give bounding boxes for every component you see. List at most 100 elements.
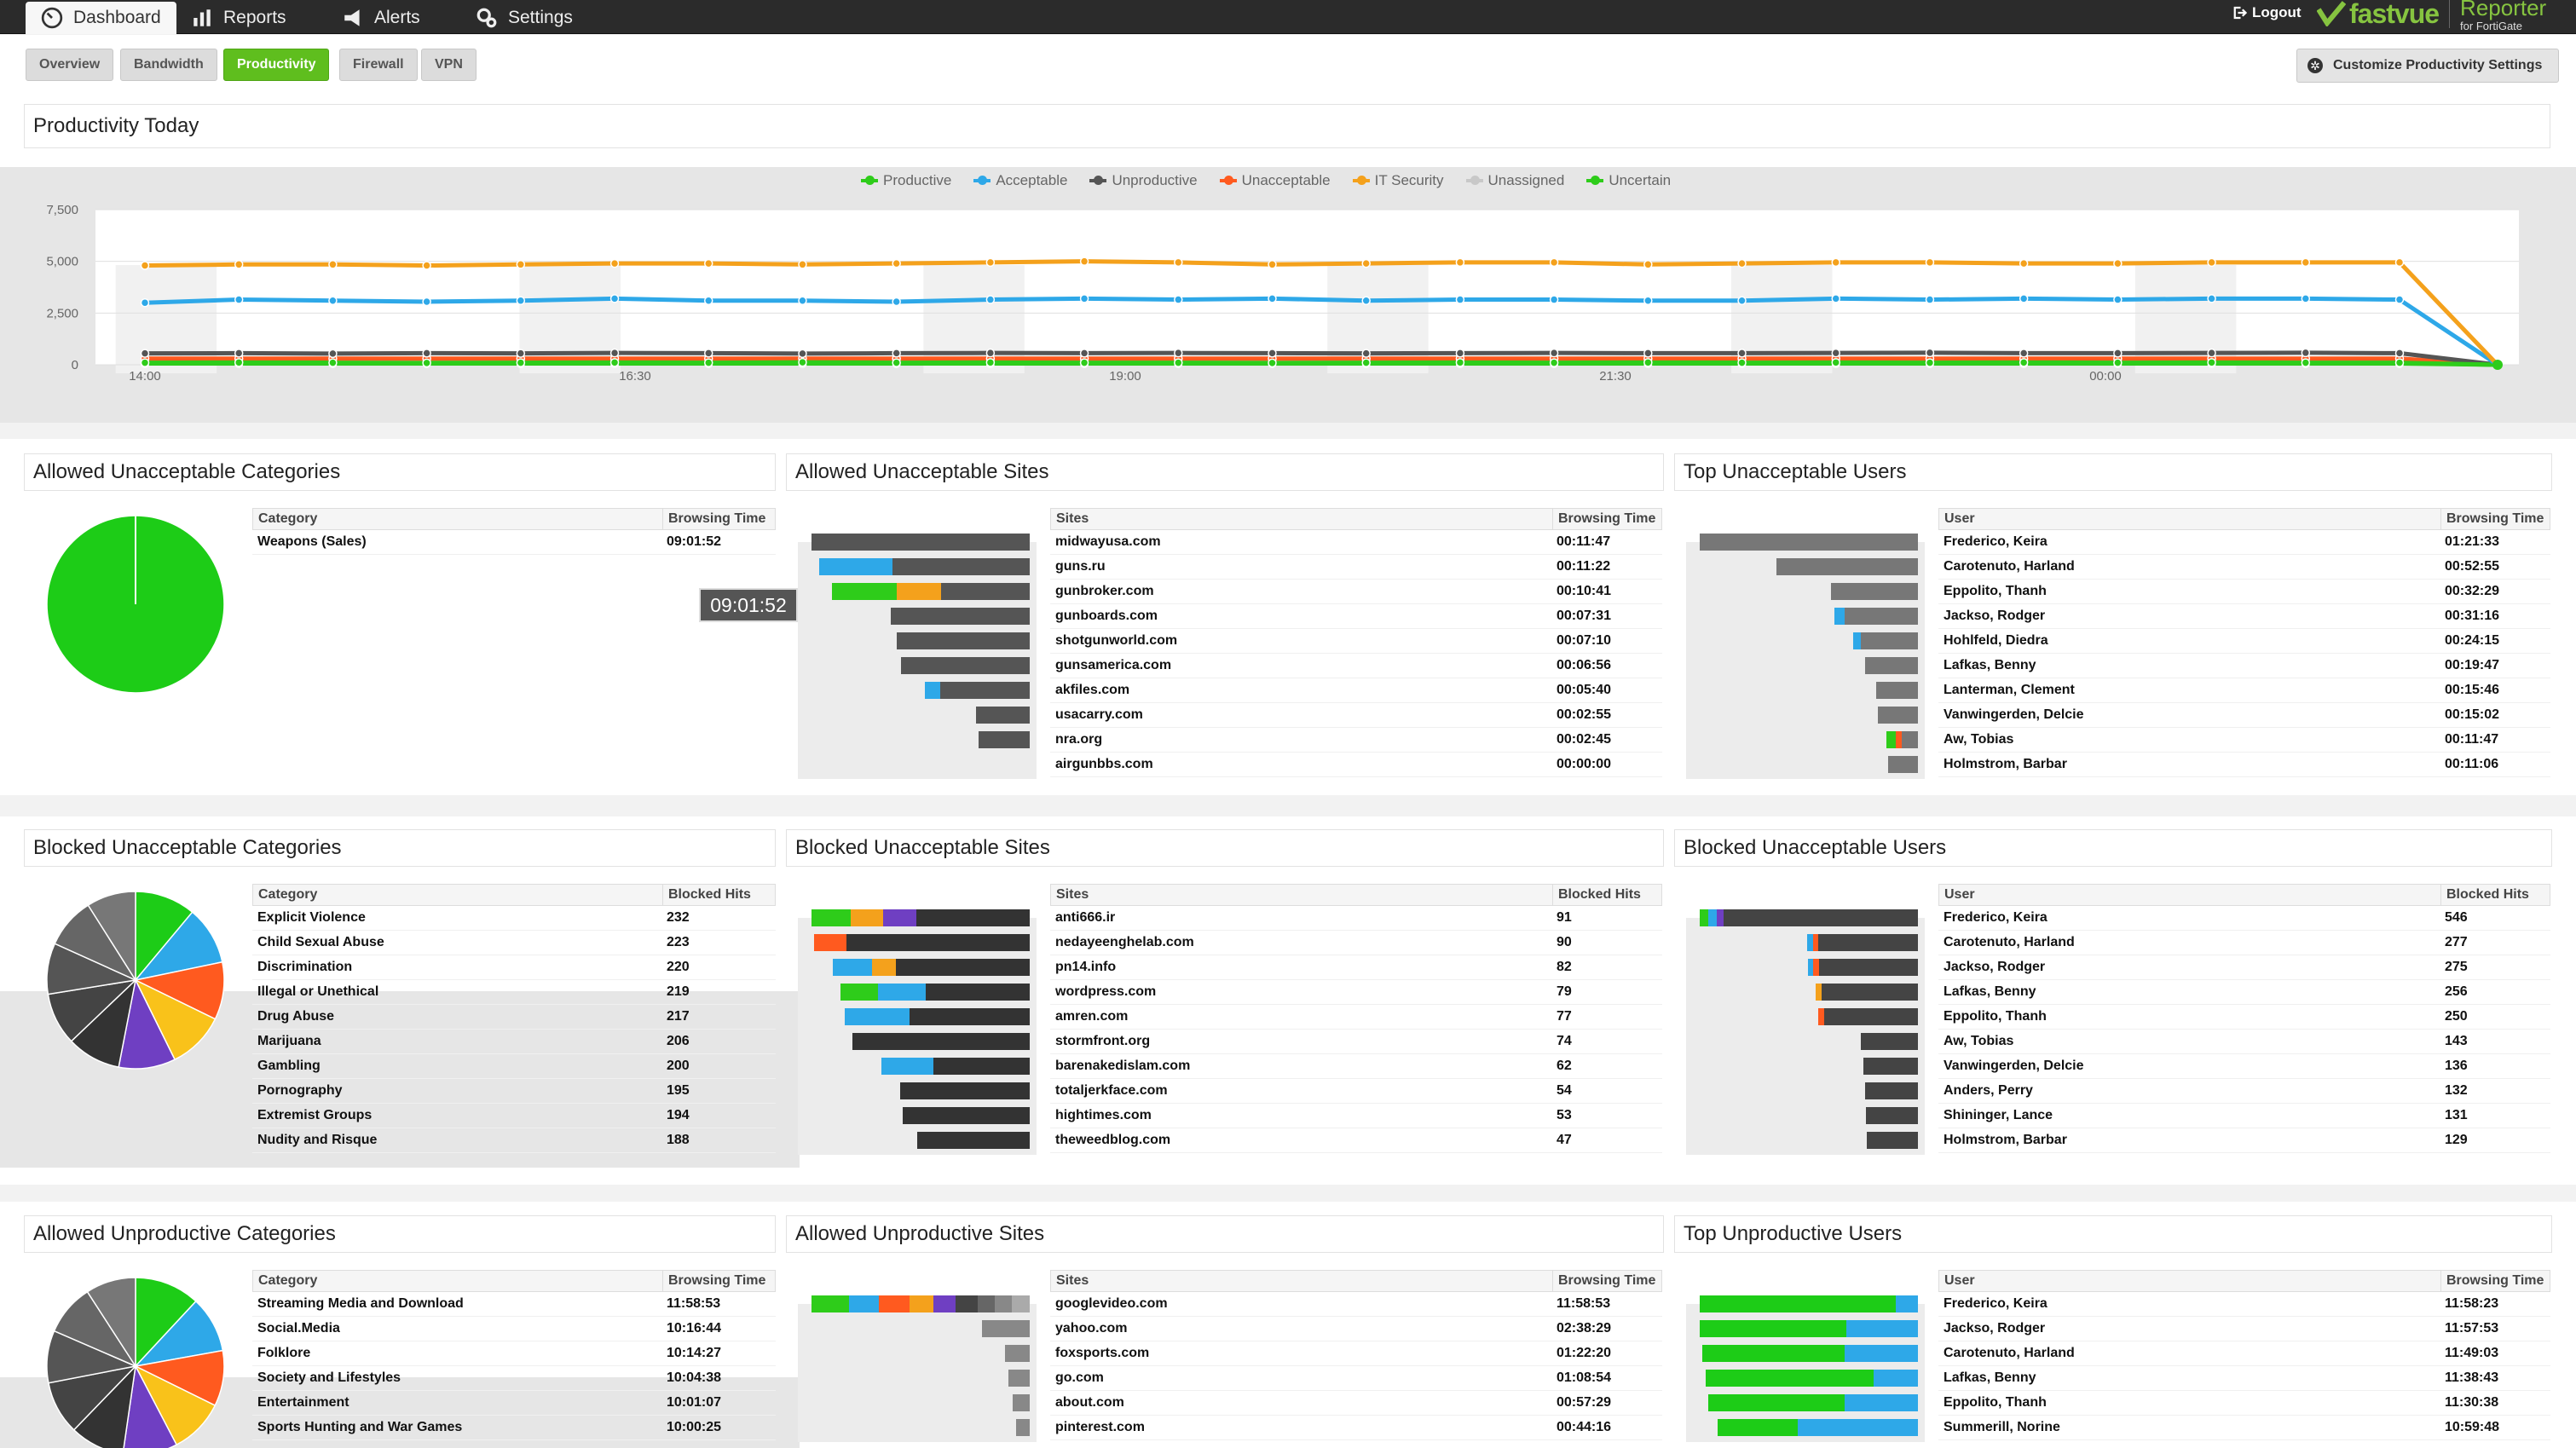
data-point[interactable] — [1549, 257, 1559, 268]
table-row[interactable]: stormfront.org 74 — [1050, 1030, 1662, 1054]
column-header[interactable]: User — [1944, 511, 1975, 526]
column-header[interactable]: Sites — [1056, 887, 1089, 902]
table-row[interactable]: Weapons (Sales) 09:01:52 — [252, 530, 776, 555]
data-point[interactable] — [892, 349, 901, 358]
bar-7[interactable] — [975, 707, 1030, 724]
data-point[interactable] — [2113, 295, 2123, 304]
bar-2[interactable] — [1702, 1345, 1918, 1362]
data-point[interactable] — [1455, 349, 1465, 358]
data-point[interactable] — [1925, 358, 1935, 367]
table-row[interactable]: Frederico, Keira 546 — [1938, 906, 2550, 931]
table-row[interactable]: Discrimination 220 — [252, 955, 776, 980]
series-line-productive[interactable] — [144, 360, 2498, 367]
table-row[interactable]: Eppolito, Thanh 11:30:38 — [1938, 1391, 2550, 1416]
table-row[interactable]: Society and Lifestyles 10:04:38 — [252, 1366, 776, 1391]
bar-4[interactable] — [897, 632, 1030, 649]
column-header[interactable]: Browsing Time — [662, 1271, 775, 1291]
bar-9[interactable] — [916, 1132, 1030, 1149]
legend-item-acceptable[interactable]: Acceptable — [973, 172, 1067, 189]
data-point[interactable] — [422, 358, 431, 368]
table-row[interactable]: airgunbbs.com 00:00:00 — [1050, 753, 1662, 777]
bar-3[interactable] — [1815, 984, 1918, 1001]
table-row[interactable]: about.com 00:57:29 — [1050, 1391, 1662, 1416]
bar-1[interactable] — [813, 934, 1030, 951]
table-row[interactable]: Extremist Groups 194 — [252, 1104, 776, 1128]
data-point[interactable] — [985, 257, 996, 268]
table-row[interactable]: akfiles.com 00:05:40 — [1050, 678, 1662, 703]
data-point[interactable] — [422, 297, 431, 307]
table-row[interactable]: Carotenuto, Harland 277 — [1938, 931, 2550, 955]
bar-6[interactable] — [1875, 682, 1918, 699]
data-point[interactable] — [798, 349, 807, 359]
data-point[interactable] — [1925, 257, 1935, 268]
data-point[interactable] — [2394, 257, 2405, 268]
table-row[interactable]: Folklore 10:14:27 — [252, 1341, 776, 1366]
table-row[interactable]: gunbroker.com 00:10:41 — [1050, 580, 1662, 604]
data-point[interactable] — [985, 295, 996, 304]
data-point[interactable] — [1831, 294, 1840, 303]
data-point[interactable] — [1174, 295, 1183, 304]
table-row[interactable]: barenakedislam.com 62 — [1050, 1054, 1662, 1079]
table-row[interactable]: Hohlfeld, Diedra 00:24:15 — [1938, 629, 2550, 654]
table-row[interactable]: Social.Media 10:16:44 — [252, 1317, 776, 1341]
column-header[interactable]: Browsing Time — [1552, 1271, 1661, 1291]
data-point[interactable] — [704, 349, 713, 358]
table-row[interactable]: gunsamerica.com 00:06:56 — [1050, 654, 1662, 678]
column-header[interactable]: Browsing Time — [1552, 509, 1661, 529]
tab-dashboard[interactable]: Dashboard — [26, 2, 176, 34]
data-point[interactable] — [1079, 358, 1089, 367]
table-row[interactable]: pinterest.com 00:44:16 — [1050, 1416, 1662, 1440]
bar-0[interactable] — [811, 909, 1030, 926]
bar-0[interactable] — [1700, 534, 1918, 551]
table-row[interactable]: theweedblog.com 47 — [1050, 1128, 1662, 1153]
column-header[interactable]: Blocked Hits — [2440, 885, 2550, 905]
tab-settings[interactable]: Settings — [460, 2, 588, 34]
series-line-unproductive[interactable] — [144, 350, 2498, 367]
data-point[interactable] — [2019, 258, 2029, 268]
table-row[interactable]: wordpress.com 79 — [1050, 980, 1662, 1005]
data-point[interactable] — [1268, 358, 1277, 368]
tab-alerts[interactable]: Alerts — [326, 2, 436, 34]
table-row[interactable]: Pornography 195 — [252, 1079, 776, 1104]
data-point[interactable] — [1079, 349, 1089, 358]
data-point[interactable] — [234, 358, 244, 367]
table-row[interactable]: Eppolito, Thanh 00:32:29 — [1938, 580, 2550, 604]
data-point[interactable] — [892, 358, 901, 367]
table-row[interactable]: yahoo.com 02:38:29 — [1050, 1317, 1662, 1341]
data-point[interactable] — [704, 296, 713, 306]
bar-7[interactable] — [1877, 707, 1918, 724]
data-point[interactable] — [1361, 296, 1371, 306]
data-point[interactable] — [1925, 295, 1935, 304]
bar-6[interactable] — [1863, 1058, 1918, 1075]
subtab-firewall[interactable]: Firewall — [339, 49, 418, 81]
data-point[interactable] — [1268, 294, 1277, 303]
data-point[interactable] — [2394, 349, 2405, 358]
bar-6[interactable] — [881, 1058, 1030, 1075]
data-point[interactable] — [1361, 349, 1371, 358]
table-row[interactable]: Streaming Media and Download 11:58:53 — [252, 1292, 776, 1317]
table-row[interactable]: usacarry.com 00:02:55 — [1050, 703, 1662, 728]
bar-1[interactable] — [819, 558, 1030, 575]
logout-link[interactable]: Logout — [2232, 0, 2302, 26]
column-header[interactable]: User — [1944, 887, 1975, 902]
table-row[interactable]: Illegal or Unethical 219 — [252, 980, 776, 1005]
bar-8[interactable] — [1886, 731, 1918, 748]
table-row[interactable]: Aw, Tobias 143 — [1938, 1030, 2550, 1054]
data-point[interactable] — [798, 296, 807, 306]
bar-3[interactable] — [1706, 1370, 1918, 1387]
table-row[interactable]: anti666.ir 91 — [1050, 906, 1662, 931]
data-point[interactable] — [1737, 358, 1747, 367]
bar-7[interactable] — [900, 1082, 1030, 1099]
data-point[interactable] — [2492, 360, 2503, 370]
data-point[interactable] — [1831, 358, 1840, 367]
table-row[interactable]: gunboards.com 00:07:31 — [1050, 604, 1662, 629]
data-point[interactable] — [1643, 358, 1653, 367]
subtab-vpn[interactable]: VPN — [421, 49, 477, 81]
data-point[interactable] — [328, 358, 338, 367]
table-row[interactable]: Frederico, Keira 11:58:23 — [1938, 1292, 2550, 1317]
table-row[interactable]: Jackso, Rodger 11:57:53 — [1938, 1317, 2550, 1341]
data-point[interactable] — [2394, 358, 2405, 367]
bar-2[interactable] — [1831, 583, 1918, 600]
legend-item-unacceptable[interactable]: Unacceptable — [1219, 172, 1331, 189]
data-point[interactable] — [985, 348, 996, 358]
